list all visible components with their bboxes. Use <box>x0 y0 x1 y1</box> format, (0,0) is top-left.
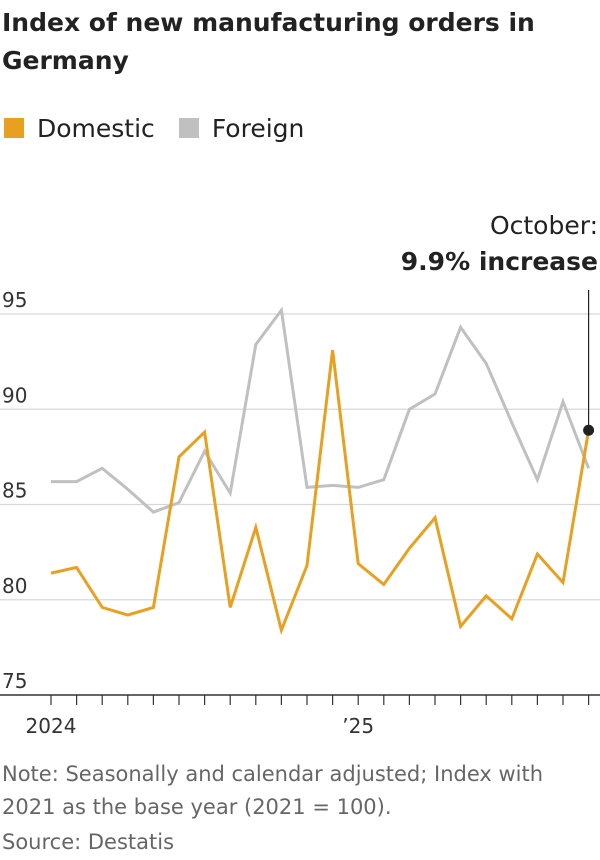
y-tick-label-75: 75 <box>2 669 27 693</box>
legend-label-foreign: Foreign <box>211 113 305 143</box>
y-tick-label-80: 80 <box>2 574 27 598</box>
chart-title: Index of new manufacturing orders in Ger… <box>2 8 535 75</box>
y-tick-label-85: 85 <box>2 479 27 503</box>
annotation: October: 9.9% increase <box>401 211 598 436</box>
legend-swatch-domestic <box>4 118 24 138</box>
y-tick-label-95: 95 <box>2 288 27 312</box>
annotation-dot <box>583 424 595 436</box>
x-tick-label-2025-01: ’25 <box>342 714 374 738</box>
line-chart: 75 80 85 90 95 2024 ’25 October: 9.9% increase <box>0 211 600 738</box>
chart-note: Note: Seasonally and calendar adjusted; … <box>2 762 544 819</box>
series-line-domestic <box>50 350 591 636</box>
y-axis-ticks: 75 80 85 90 95 <box>2 288 27 693</box>
legend-item-foreign: Foreign <box>178 113 305 143</box>
legend-swatch-foreign <box>178 118 199 138</box>
legend: Domestic Foreign <box>4 110 328 146</box>
annotation-line2: 9.9% increase <box>401 247 598 276</box>
legend-item-domestic: Domestic <box>4 114 155 143</box>
gridlines <box>0 313 600 696</box>
annotation-line1: October: <box>490 211 598 240</box>
chart-source: Source: Destatis <box>2 830 175 854</box>
y-tick-label-90: 90 <box>2 383 27 407</box>
series-lines <box>50 306 591 636</box>
series-line-foreign <box>51 306 591 514</box>
legend-label-domestic: Domestic <box>37 113 155 143</box>
x-axis: 2024 ’25 <box>26 695 590 738</box>
x-tick-label-2024-01: 2024 <box>26 714 77 738</box>
